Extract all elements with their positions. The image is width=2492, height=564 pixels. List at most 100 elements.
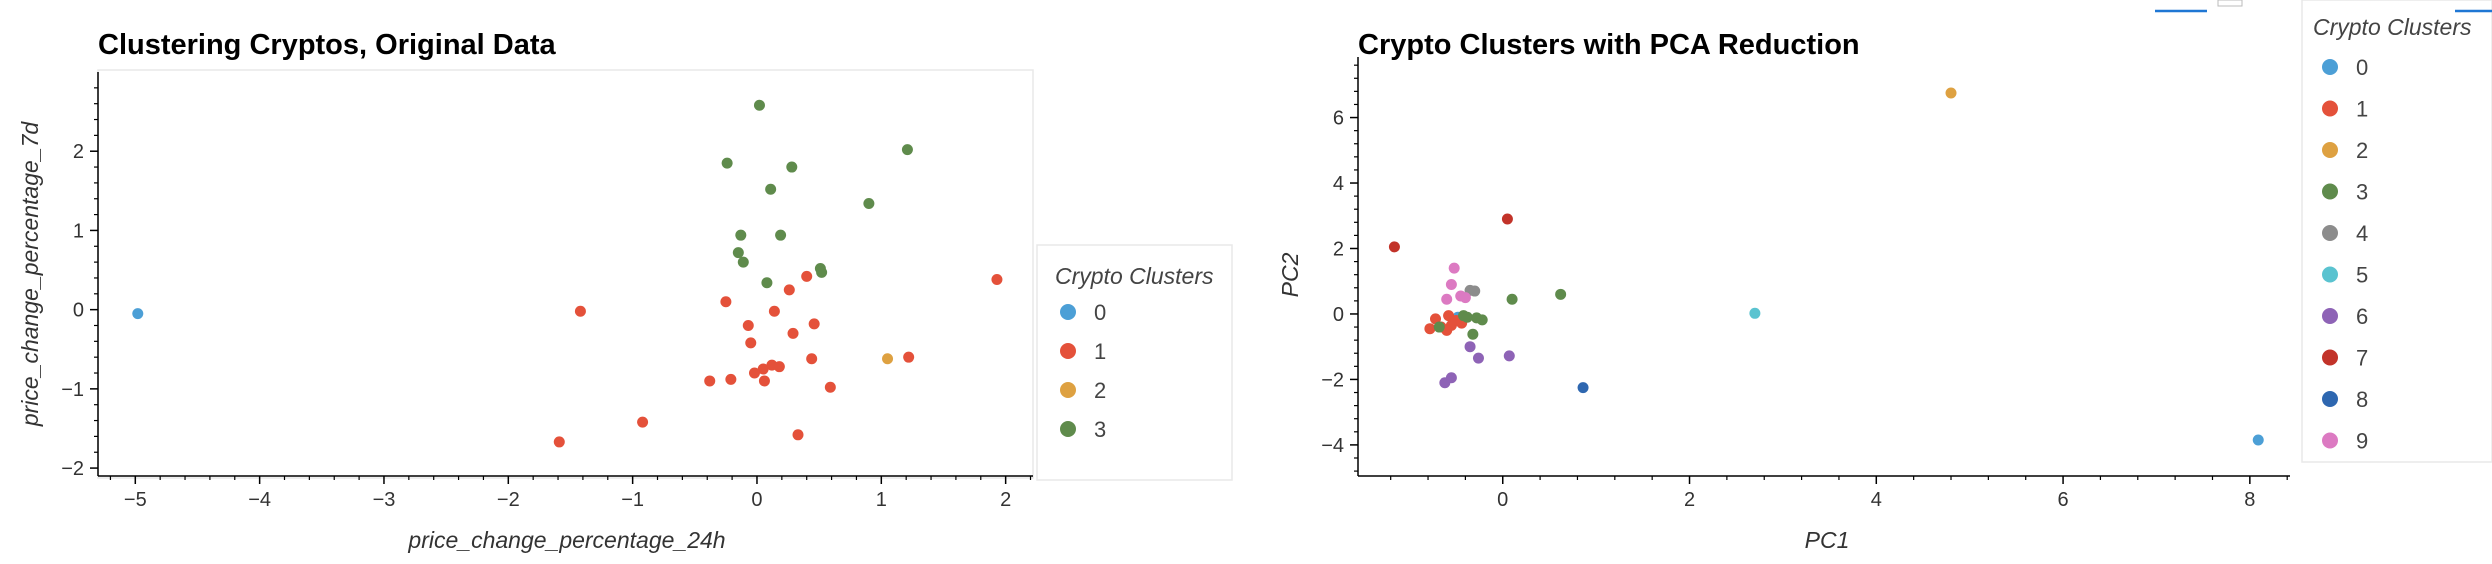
y-axis-label: price_change_percentage_7d bbox=[17, 121, 43, 428]
x-tick-label: 2 bbox=[1684, 489, 1695, 511]
data-point-cluster-1 bbox=[1430, 313, 1442, 325]
data-point-cluster-8 bbox=[1577, 382, 1589, 394]
data-point-cluster-0 bbox=[2252, 434, 2264, 446]
legend: Crypto Clusters 0 1 2 3 4 5 6 7 8 9 bbox=[2301, 0, 2492, 463]
y-tick-label: 0 bbox=[73, 300, 84, 322]
x-tick-label: 2 bbox=[1000, 489, 1011, 511]
y-tick-label: 4 bbox=[1333, 173, 1344, 195]
x-tick-label: 1 bbox=[876, 489, 887, 511]
chart-pca: Crypto Clusters with PCA Reduction 0 2 4 6 8… bbox=[1277, 0, 2492, 553]
data-point-cluster-3 bbox=[863, 197, 875, 209]
data-point-cluster-9 bbox=[1445, 279, 1457, 291]
data-point-cluster-6 bbox=[1503, 350, 1515, 362]
data-point-cluster-1 bbox=[720, 296, 732, 308]
data-point-cluster-3 bbox=[1506, 293, 1518, 305]
scatter-points bbox=[132, 99, 1003, 448]
legend-label-0: 0 bbox=[2356, 55, 2368, 80]
legend-label-1: 1 bbox=[1094, 339, 1106, 364]
legend: Crypto Clusters 0 1 2 3 bbox=[1036, 244, 1233, 481]
legend-frame bbox=[1036, 244, 1233, 481]
data-point-cluster-1 bbox=[742, 319, 754, 331]
data-point-cluster-7 bbox=[1501, 213, 1513, 225]
legend-label-1: 1 bbox=[2356, 97, 2368, 122]
data-point-cluster-1 bbox=[783, 284, 795, 296]
data-point-cluster-1 bbox=[1424, 323, 1436, 335]
data-point-cluster-3 bbox=[721, 157, 733, 169]
legend-items: 0 1 2 3 bbox=[1060, 300, 1106, 442]
legend-items: 0 1 2 3 4 5 6 7 8 9 bbox=[2322, 55, 2368, 454]
data-point-cluster-3 bbox=[761, 277, 773, 289]
legend-title: Crypto Clusters bbox=[2313, 14, 2472, 40]
data-point-cluster-1 bbox=[745, 337, 757, 349]
legend-label-7: 7 bbox=[2356, 346, 2368, 371]
data-point-cluster-7 bbox=[1388, 241, 1400, 253]
legend-label-3: 3 bbox=[2356, 180, 2368, 205]
legend-title: Crypto Clusters bbox=[1055, 263, 1214, 289]
legend-marker-4 bbox=[2322, 225, 2338, 241]
data-point-cluster-1 bbox=[758, 375, 770, 387]
data-point-cluster-3 bbox=[786, 161, 798, 173]
y-tick-label: 2 bbox=[73, 141, 84, 163]
data-point-cluster-5 bbox=[1749, 307, 1761, 319]
data-point-cluster-3 bbox=[732, 247, 744, 259]
toolbar-fragment bbox=[2155, 0, 2492, 13]
data-point-cluster-1 bbox=[704, 375, 716, 387]
data-point-cluster-1 bbox=[808, 318, 820, 330]
x-tick-label: 8 bbox=[2244, 489, 2255, 511]
chart-original-data: Clustering Cryptos, Original Data −5 −4 −3… bbox=[17, 29, 1233, 553]
data-point-cluster-9 bbox=[1459, 292, 1471, 304]
data-point-cluster-1 bbox=[991, 274, 1003, 286]
legend-marker-6 bbox=[2322, 308, 2338, 324]
data-point-cluster-2 bbox=[882, 353, 894, 365]
data-point-cluster-3 bbox=[1461, 311, 1473, 323]
data-point-cluster-9 bbox=[1441, 293, 1453, 305]
data-point-cluster-1 bbox=[801, 270, 813, 282]
legend-marker-7 bbox=[2322, 349, 2338, 366]
x-axis-label: PC1 bbox=[1805, 527, 1850, 553]
data-point-cluster-3 bbox=[753, 99, 765, 111]
scatter-points bbox=[1388, 87, 2264, 446]
legend-label-3: 3 bbox=[1094, 417, 1106, 442]
chart-title: Crypto Clusters with PCA Reduction bbox=[1358, 29, 1860, 61]
data-point-cluster-1 bbox=[637, 416, 649, 428]
y-tick-label: 0 bbox=[1333, 304, 1344, 326]
data-point-cluster-3 bbox=[735, 229, 747, 241]
x-tick-label: −3 bbox=[373, 489, 396, 511]
data-point-cluster-6 bbox=[1445, 372, 1457, 384]
legend-marker-8 bbox=[2322, 391, 2338, 407]
data-point-cluster-1 bbox=[824, 381, 836, 393]
toolbar-tool-icon[interactable] bbox=[2217, 0, 2243, 7]
legend-label-2: 2 bbox=[2356, 138, 2368, 163]
data-point-cluster-3 bbox=[1433, 321, 1445, 333]
legend-label-5: 5 bbox=[2356, 263, 2368, 288]
legend-label-8: 8 bbox=[2356, 387, 2368, 412]
data-point-cluster-1 bbox=[787, 327, 799, 339]
plot-frame bbox=[97, 69, 1034, 479]
x-tick-label: −4 bbox=[248, 489, 271, 511]
data-point-cluster-3 bbox=[1555, 288, 1567, 300]
y-axis-label: PC2 bbox=[1277, 252, 1303, 297]
x-tick-label: 0 bbox=[1497, 489, 1508, 511]
legend-marker-2 bbox=[2322, 142, 2338, 158]
data-point-cluster-6 bbox=[1464, 341, 1476, 353]
chart-title: Clustering Cryptos, Original Data bbox=[98, 29, 556, 61]
data-point-cluster-6 bbox=[1472, 352, 1484, 364]
legend-marker-0 bbox=[2322, 59, 2338, 75]
legend-marker-9 bbox=[2322, 432, 2338, 449]
data-point-cluster-3 bbox=[816, 266, 828, 278]
data-point-cluster-1 bbox=[757, 363, 769, 375]
data-point-cluster-2 bbox=[1945, 87, 1957, 99]
y-tick-label: −1 bbox=[61, 379, 84, 401]
data-point-cluster-1 bbox=[574, 305, 586, 317]
x-tick-label: 6 bbox=[2058, 489, 2069, 511]
axes: 0 2 4 6 8 −4 −2 0 2 4 6 bbox=[1321, 57, 2290, 511]
data-point-cluster-3 bbox=[901, 144, 913, 156]
legend-marker-5 bbox=[2322, 266, 2338, 283]
legend-marker-1 bbox=[1060, 343, 1076, 359]
data-point-cluster-9 bbox=[1448, 262, 1460, 274]
data-point-cluster-1 bbox=[553, 436, 565, 448]
y-tick-label: 6 bbox=[1333, 108, 1344, 130]
x-axis-label: price_change_percentage_24h bbox=[407, 527, 725, 553]
data-point-cluster-1 bbox=[792, 429, 804, 441]
